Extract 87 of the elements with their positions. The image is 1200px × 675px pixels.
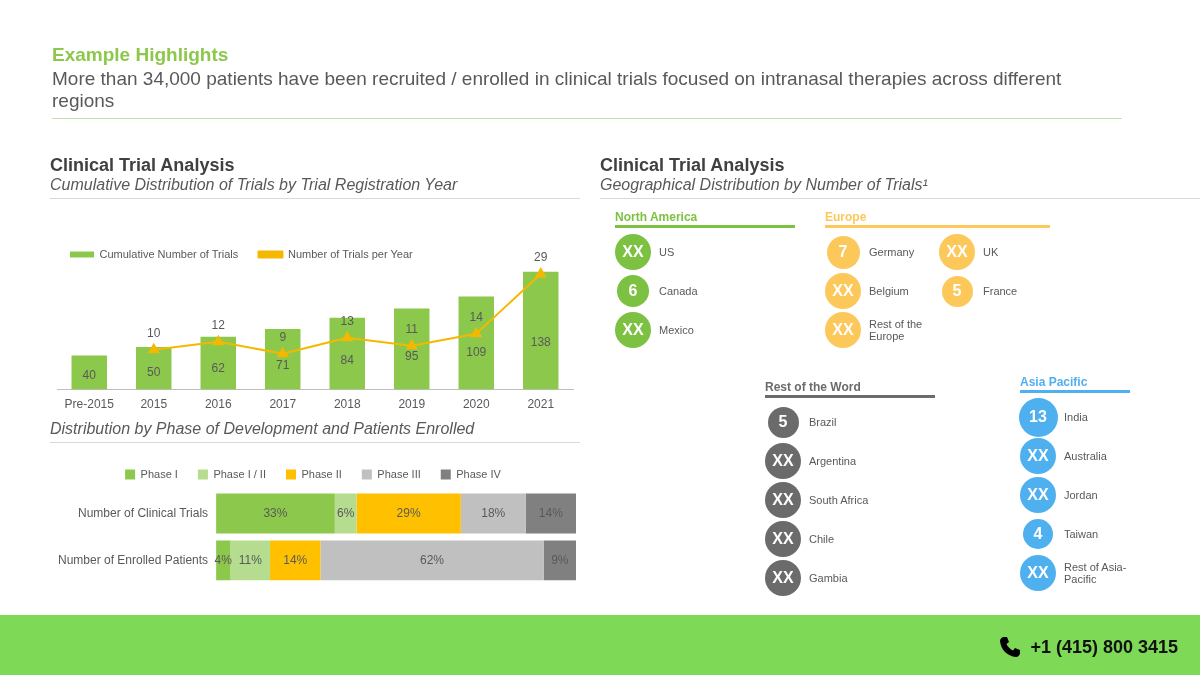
legend-label: Phase III <box>377 467 421 480</box>
data-label: 10 <box>147 326 161 341</box>
category-label: Brazil <box>809 416 838 428</box>
data-label: 7 <box>826 235 860 269</box>
data-label: 13 <box>1018 397 1058 437</box>
category-label: Mexico <box>659 324 695 336</box>
x-tick-label: 2018 <box>333 397 361 412</box>
data-label: 84 <box>340 353 355 368</box>
data-label: XX <box>765 521 801 557</box>
data-label: 62 <box>211 360 226 375</box>
data-label: 14 <box>469 310 484 325</box>
category-label: Canada <box>659 285 699 297</box>
text: North America <box>615 210 795 228</box>
legend-label: Phase I / II <box>213 467 266 480</box>
data-label: 9 <box>279 330 287 345</box>
x-tick-label: 2017 <box>269 397 297 412</box>
text: Geographical Distribution by Number of Trials¹ <box>600 176 929 194</box>
data-label: 71 <box>276 357 290 372</box>
category-label: Rest of Asia-Pacific <box>1064 561 1128 585</box>
data-label: 95 <box>405 349 419 364</box>
data-label: 33% <box>263 505 288 520</box>
data-label: XX <box>765 560 801 596</box>
category-label: Taiwan <box>1064 528 1100 540</box>
data-label: 109 <box>466 344 487 359</box>
chart-title: Clinical Trial Analysis <box>50 155 236 176</box>
text: Clinical Trial Analysis <box>600 155 786 176</box>
category-label: Chile <box>809 533 836 545</box>
data-label: XX <box>615 234 651 270</box>
category-label: Gambia <box>809 572 849 584</box>
data-label: 11% <box>238 552 263 567</box>
series-label: Asia Pacific <box>1020 375 1130 393</box>
data-label: XX <box>825 312 861 348</box>
legend-label: Cumulative Number of Trials <box>99 247 239 260</box>
data-label: 138 <box>530 334 552 349</box>
category-label: France <box>983 285 1019 297</box>
x-tick-label: 2019 <box>398 397 426 412</box>
data-label: 29% <box>396 505 421 520</box>
category-label: UK <box>983 246 1000 258</box>
category-label: South Africa <box>809 494 870 506</box>
category-label: Jordan <box>1064 489 1099 501</box>
data-label: XX <box>825 273 861 309</box>
text: More than 34,000 patients have been recruited / enrolled in clinical trials focused on intranasal therapies across different regions <box>52 68 1063 112</box>
text: Example Highlights <box>52 44 230 66</box>
data-label: XX <box>615 312 651 348</box>
chart-title: Distribution by Phase of Development and Patients Enrolled <box>50 420 476 438</box>
data-label: 62% <box>420 552 445 567</box>
data-label: XX <box>1020 555 1056 591</box>
chart-subtitle: Cumulative Distribution of Trials by Trial Registration Year <box>50 176 459 194</box>
data-label: 4 <box>1023 519 1053 549</box>
data-label: XX <box>1020 477 1056 513</box>
data-label: 6% <box>336 505 355 520</box>
data-label: 5 <box>767 406 799 438</box>
data-label: 40 <box>82 368 97 383</box>
data-label: 29 <box>534 250 548 265</box>
data-label: 14% <box>283 552 308 567</box>
category-label: Belgium <box>869 285 910 297</box>
data-label: 50 <box>147 364 161 379</box>
legend-label: Phase IV <box>456 467 502 480</box>
legend-label: Phase II <box>301 467 342 480</box>
series-label: Rest of the Word <box>765 380 935 398</box>
data-label: 13 <box>340 314 355 329</box>
category-label: Australia <box>1064 450 1108 462</box>
category-label: US <box>659 246 676 258</box>
x-tick-label: 2020 <box>462 397 490 412</box>
data-label: 5 <box>941 275 973 307</box>
legend-label: Number of Trials per Year <box>287 247 414 260</box>
data-label: XX <box>939 234 975 270</box>
data-label: 6 <box>617 275 649 307</box>
legend-label: Phase I <box>140 467 178 480</box>
x-tick-label: Pre-2015 <box>64 397 115 412</box>
series-label: Europe <box>825 210 1050 228</box>
data-label: XX <box>765 443 801 479</box>
data-label: 18% <box>481 505 506 520</box>
data-label: XX <box>765 482 801 518</box>
x-tick-label: 2016 <box>204 397 232 412</box>
x-tick-label: 2021 <box>527 397 555 412</box>
category-label: India <box>1064 411 1089 423</box>
category-label: Rest of the Europe <box>869 318 924 342</box>
text: +1 (415) 800 3415 <box>1030 636 1178 658</box>
data-label: XX <box>1020 438 1056 474</box>
category-label: Argentina <box>809 455 858 467</box>
category-label: Germany <box>869 246 916 258</box>
y-tick-label: Number of Clinical Trials <box>78 505 209 520</box>
data-label: 11 <box>405 322 419 337</box>
y-tick-label: Number of Enrolled Patients <box>58 552 209 567</box>
data-label: 12 <box>211 318 226 333</box>
x-tick-label: 2015 <box>140 397 168 412</box>
